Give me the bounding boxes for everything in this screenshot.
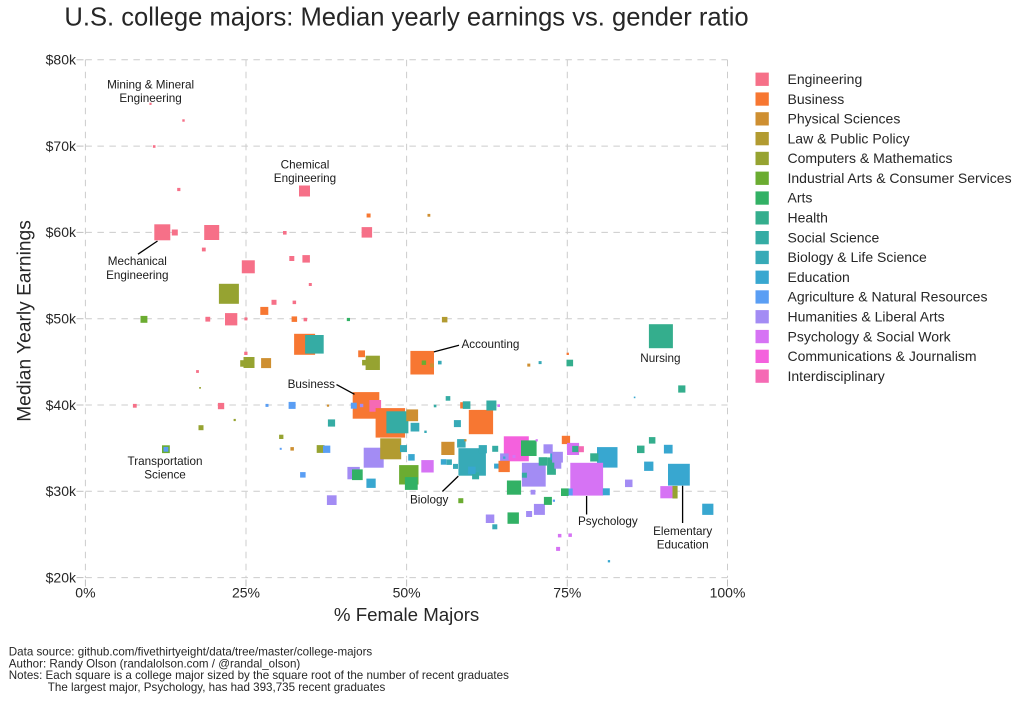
svg-text:Psychology & Social Work: Psychology & Social Work bbox=[788, 328, 952, 344]
svg-text:Biology: Biology bbox=[410, 494, 448, 507]
svg-text:Transportation: Transportation bbox=[128, 455, 203, 468]
svg-text:25%: 25% bbox=[232, 585, 260, 601]
svg-text:Social Science: Social Science bbox=[788, 229, 880, 245]
svg-text:$40k: $40k bbox=[46, 397, 77, 413]
svg-text:Engineering: Engineering bbox=[119, 92, 181, 105]
svg-text:$20k: $20k bbox=[46, 569, 77, 585]
svg-text:Education: Education bbox=[788, 269, 850, 285]
svg-text:Arts: Arts bbox=[788, 190, 813, 206]
svg-text:Science: Science bbox=[144, 468, 186, 481]
svg-text:Engineering: Engineering bbox=[106, 269, 168, 282]
svg-text:$50k: $50k bbox=[46, 311, 77, 327]
svg-text:Nursing: Nursing bbox=[640, 352, 680, 365]
svg-text:Accounting: Accounting bbox=[462, 338, 520, 351]
svg-text:Data source: github.com/fiveth: Data source: github.com/fivethirtyeight/… bbox=[9, 645, 373, 658]
svg-text:$30k: $30k bbox=[46, 483, 77, 499]
svg-text:Computers & Mathematics: Computers & Mathematics bbox=[788, 150, 953, 166]
svg-text:% Female Majors: % Female Majors bbox=[334, 604, 479, 625]
svg-text:Median Yearly Earnings: Median Yearly Earnings bbox=[15, 220, 36, 422]
svg-text:Business: Business bbox=[788, 91, 845, 107]
svg-text:Industrial Arts & Consumer Ser: Industrial Arts & Consumer Services bbox=[788, 170, 1012, 186]
svg-text:$70k: $70k bbox=[46, 138, 77, 154]
svg-text:Health: Health bbox=[788, 210, 828, 226]
svg-text:Biology & Life Science: Biology & Life Science bbox=[788, 249, 928, 265]
svg-text:Chemical: Chemical bbox=[281, 158, 330, 171]
svg-text:Education: Education bbox=[657, 539, 709, 552]
svg-text:Law & Public Policy: Law & Public Policy bbox=[788, 130, 910, 146]
svg-text:Engineering: Engineering bbox=[274, 172, 336, 185]
svg-text:Physical Sciences: Physical Sciences bbox=[788, 111, 901, 127]
svg-text:100%: 100% bbox=[710, 585, 746, 601]
svg-text:Engineering: Engineering bbox=[788, 71, 863, 87]
svg-text:Business: Business bbox=[288, 378, 336, 391]
svg-text:Mining & Mineral: Mining & Mineral bbox=[107, 78, 194, 91]
svg-text:U.S. college majors: Median ye: U.S. college majors: Median yearly earni… bbox=[64, 4, 748, 32]
svg-text:Interdisciplinary: Interdisciplinary bbox=[788, 368, 885, 384]
svg-text:The largest major, Psychology,: The largest major, Psychology, has had 3… bbox=[48, 681, 386, 694]
svg-text:50%: 50% bbox=[393, 585, 421, 601]
svg-text:Author: Randy Olson (randalols: Author: Randy Olson (randalolson.com / @… bbox=[9, 658, 301, 671]
svg-text:Communications & Journalism: Communications & Journalism bbox=[788, 348, 977, 364]
svg-text:Humanities & Liberal Arts: Humanities & Liberal Arts bbox=[788, 309, 945, 325]
svg-text:Mechanical: Mechanical bbox=[108, 255, 167, 268]
svg-text:Agriculture & Natural Resource: Agriculture & Natural Resources bbox=[788, 289, 988, 305]
svg-text:75%: 75% bbox=[553, 585, 581, 601]
svg-text:Elementary: Elementary bbox=[653, 525, 712, 538]
svg-text:$60k: $60k bbox=[46, 224, 77, 240]
svg-text:Notes: Each square is a colleg: Notes: Each square is a college major si… bbox=[9, 669, 509, 682]
svg-text:0%: 0% bbox=[75, 585, 95, 601]
svg-text:$80k: $80k bbox=[46, 52, 77, 68]
svg-text:Psychology: Psychology bbox=[578, 515, 638, 528]
